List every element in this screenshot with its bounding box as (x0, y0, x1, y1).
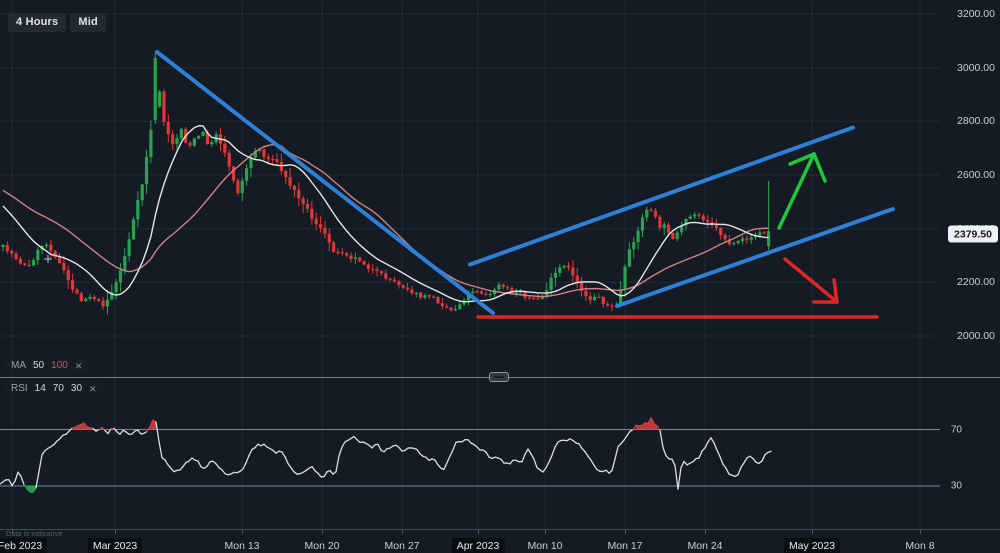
time-tick-mark (115, 530, 116, 534)
ma-slow-period: 100 (51, 360, 68, 371)
rsi-upper-level: 70 (52, 383, 64, 394)
time-tick-mark (12, 530, 13, 534)
time-label: Mar 2023 (87, 538, 143, 553)
time-label: Mon 13 (224, 540, 260, 552)
chart-toolbar: 4 Hours Mid (8, 13, 106, 32)
ma-indicator-legend[interactable]: MA 50 100 ✕ (4, 358, 90, 374)
price-tick-label: 3000.00 (957, 61, 995, 74)
price-tick-label: 2800.00 (957, 115, 995, 128)
price-mode-button[interactable]: Mid (70, 13, 106, 32)
grid-lines (0, 0, 940, 529)
time-label: May 2023 (783, 538, 841, 553)
time-label: Mon 24 (687, 540, 723, 552)
rsi-indicator-legend[interactable]: RSI 14 70 30 ✕ (4, 381, 104, 397)
candlestick-series (1, 52, 771, 315)
cursor-marker (44, 255, 52, 263)
rsi-level-label: 70 (950, 424, 962, 435)
rsi-level-lines (0, 429, 940, 487)
ma-legend-name: MA (11, 360, 26, 371)
rsi-series (0, 417, 772, 493)
time-tick-mark (625, 530, 626, 534)
chart-canvas[interactable] (0, 0, 940, 530)
last-price-badge: 2379.50 (948, 225, 998, 243)
rsi-legend-name: RSI (11, 383, 28, 394)
bullish-arrow (777, 152, 827, 230)
time-label: Mon 17 (607, 540, 643, 552)
moving-average-lines (2, 125, 769, 303)
channel-upper-line (468, 125, 855, 267)
time-label: Apr 2023 (451, 538, 505, 553)
ma-close-icon[interactable]: ✕ (74, 361, 83, 371)
bearish-arrow (783, 257, 839, 304)
rsi-lower-level: 30 (70, 383, 83, 394)
price-tick-label: 2200.00 (957, 276, 995, 289)
time-tick-mark (402, 530, 403, 534)
time-tick-mark (920, 530, 921, 534)
data-indicative-watermark: Data is indicative (6, 531, 63, 538)
timeframe-button[interactable]: 4 Hours (8, 13, 67, 32)
ma-50-line (2, 125, 769, 303)
price-tick-label: 2600.00 (957, 169, 995, 181)
time-label: Mon 20 (304, 540, 340, 552)
time-label: Feb 2023 (0, 538, 48, 553)
price-tick-label: 3200.00 (957, 8, 995, 20)
time-tick-mark (478, 530, 479, 534)
time-tick-mark (545, 530, 546, 534)
time-tick-mark (812, 530, 813, 534)
time-tick-mark (322, 530, 323, 534)
time-axis[interactable]: Feb 2023 Mar 2023 Mon 13 Mon 20 Mon 27 Apr 20… (0, 530, 1000, 553)
time-tick-mark (705, 530, 706, 534)
time-label: Mon 10 (527, 540, 563, 552)
rsi-level-label: 30 (950, 480, 962, 492)
price-tick-label: 2000.00 (957, 330, 995, 342)
time-label: Mon 8 (905, 540, 935, 552)
channel-lower-line (615, 207, 895, 308)
time-label: Mon 27 (384, 540, 420, 552)
rsi-close-icon[interactable]: ✕ (89, 384, 97, 394)
time-tick-mark (242, 530, 243, 534)
ma-100-line (2, 143, 769, 298)
price-axis[interactable]: 2379.50 3200.003000.002800.002600.002400… (940, 0, 1000, 530)
analyst-drawings (155, 50, 895, 319)
ma-fast-period: 50 (33, 360, 45, 371)
rsi-length: 14 (34, 383, 46, 394)
panel-resize-handle[interactable] (489, 372, 509, 382)
downtrend-line (155, 50, 495, 315)
time-axis-border (0, 529, 1000, 530)
